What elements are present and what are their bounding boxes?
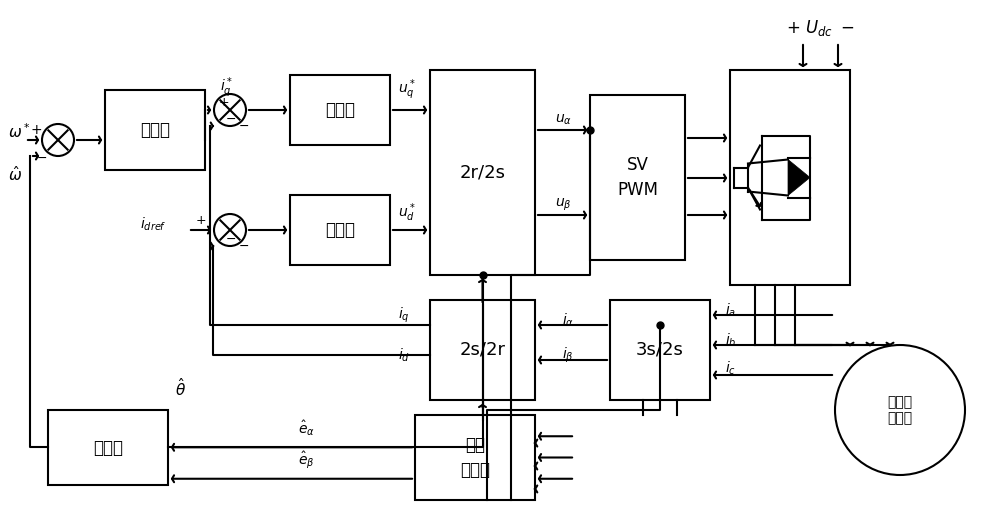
Text: $u_d^*$: $u_d^*$ [398,202,416,225]
Text: $i_q$: $i_q$ [398,305,410,324]
Text: $i_q^*$: $i_q^*$ [220,76,233,100]
Text: $i_d$: $i_d$ [398,346,410,364]
Text: $\hat{e}_\beta$: $\hat{e}_\beta$ [298,449,315,471]
Polygon shape [788,160,810,196]
Text: $\hat{\theta}$: $\hat{\theta}$ [175,377,186,399]
Bar [48,410,168,485]
Bar [105,90,205,170]
Bar [610,300,710,400]
Text: $i_b$: $i_b$ [725,331,737,349]
Text: $-$: $-$ [238,238,249,251]
Text: 滑模
观测器: 滑模 观测器 [460,436,490,479]
Text: $+\ U_{dc}\ -$: $+\ U_{dc}\ -$ [786,18,854,38]
Text: $-$: $-$ [225,232,236,245]
Text: $i_\beta$: $i_\beta$ [562,346,574,365]
Bar [730,70,850,285]
Bar [430,70,535,275]
Text: $+$: $+$ [30,123,42,137]
Text: 3s/2s: 3s/2s [636,341,684,359]
Text: 2r/2s: 2r/2s [460,163,506,181]
Bar [415,415,535,500]
Bar [290,195,390,265]
Text: $\hat{e}_\alpha$: $\hat{e}_\alpha$ [298,418,315,438]
Text: $-$: $-$ [238,118,249,131]
Text: $i_c$: $i_c$ [725,359,736,376]
Text: $\hat{\omega}$: $\hat{\omega}$ [8,165,22,184]
Text: 电流环: 电流环 [325,101,355,119]
Bar [430,300,535,400]
Text: $i_\alpha$: $i_\alpha$ [562,311,574,329]
Text: $+$: $+$ [195,215,206,228]
Text: $-$: $-$ [225,112,236,125]
Text: $-$: $-$ [36,150,47,163]
Text: $u_\beta$: $u_\beta$ [555,197,572,213]
Text: 电流环: 电流环 [325,221,355,239]
Bar [590,95,685,260]
Text: $i_a$: $i_a$ [725,301,736,319]
Text: 转速环: 转速环 [140,121,170,139]
Text: 2s/2r: 2s/2r [460,341,506,359]
Text: $u_\alpha$: $u_\alpha$ [555,113,572,127]
Text: SV
PWM: SV PWM [617,156,658,199]
Bar [290,75,390,145]
Text: $i_{dref}$: $i_{dref}$ [140,215,167,233]
Text: 锁相环: 锁相环 [93,438,123,456]
Text: $u_q^*$: $u_q^*$ [398,78,416,102]
Text: $\omega^*$: $\omega^*$ [8,123,31,141]
Text: 永磁同
步电机: 永磁同 步电机 [887,395,913,425]
Text: $+$: $+$ [218,96,229,110]
